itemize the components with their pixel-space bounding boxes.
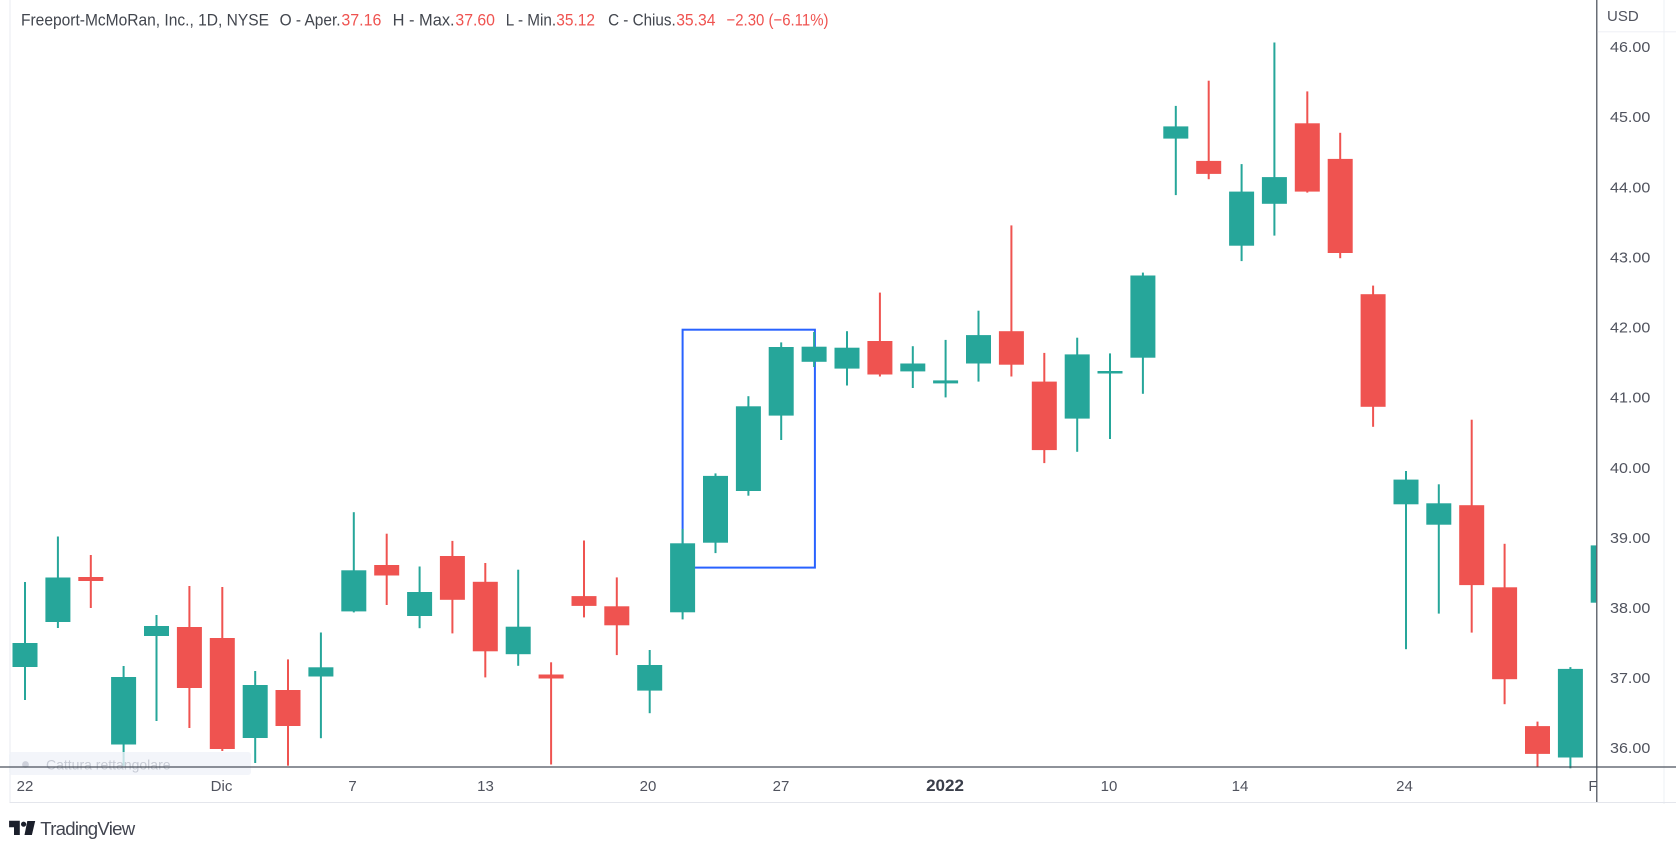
svg-text:40.00: 40.00 — [1610, 460, 1650, 477]
svg-text:44.00: 44.00 — [1610, 179, 1650, 196]
svg-text:35.12: 35.12 — [556, 11, 595, 30]
svg-text:2022: 2022 — [926, 776, 964, 795]
svg-text:Cattura rettangolare: Cattura rettangolare — [46, 757, 171, 773]
svg-text:TradingView: TradingView — [40, 818, 135, 839]
svg-text:F: F — [1588, 778, 1597, 795]
svg-text:13: 13 — [477, 778, 494, 795]
svg-text:C - Chius.: C - Chius. — [608, 11, 676, 30]
svg-text:36.00: 36.00 — [1610, 740, 1650, 757]
svg-text:38.00: 38.00 — [1610, 600, 1650, 617]
svg-text:45.00: 45.00 — [1610, 109, 1650, 126]
svg-text:USD: USD — [1607, 8, 1639, 25]
svg-text:7: 7 — [348, 778, 356, 795]
svg-text:24: 24 — [1396, 778, 1413, 795]
svg-text:10: 10 — [1101, 778, 1118, 795]
svg-text:39.00: 39.00 — [1610, 530, 1650, 547]
svg-text:37.16: 37.16 — [341, 11, 381, 30]
svg-text:35.34: 35.34 — [676, 11, 715, 30]
svg-text:37.60: 37.60 — [455, 11, 495, 30]
svg-text:41.00: 41.00 — [1610, 390, 1650, 407]
svg-text:H - Max.: H - Max. — [393, 11, 455, 30]
svg-text:27: 27 — [773, 778, 790, 795]
svg-text:20: 20 — [640, 778, 657, 795]
svg-text:37.00: 37.00 — [1610, 670, 1650, 687]
svg-text:Dic: Dic — [211, 778, 233, 795]
svg-text:Freeport-McMoRan, Inc., 1D, NY: Freeport-McMoRan, Inc., 1D, NYSE — [21, 11, 269, 30]
svg-text:−2.30 (−6.11%): −2.30 (−6.11%) — [727, 11, 829, 30]
svg-text:22: 22 — [17, 778, 34, 795]
svg-text:43.00: 43.00 — [1610, 249, 1650, 266]
svg-text:L - Min.: L - Min. — [506, 11, 556, 30]
svg-text:14: 14 — [1232, 778, 1249, 795]
svg-text:42.00: 42.00 — [1610, 320, 1650, 337]
svg-text:46.00: 46.00 — [1610, 39, 1650, 56]
svg-text:O - Aper.: O - Aper. — [280, 11, 341, 30]
